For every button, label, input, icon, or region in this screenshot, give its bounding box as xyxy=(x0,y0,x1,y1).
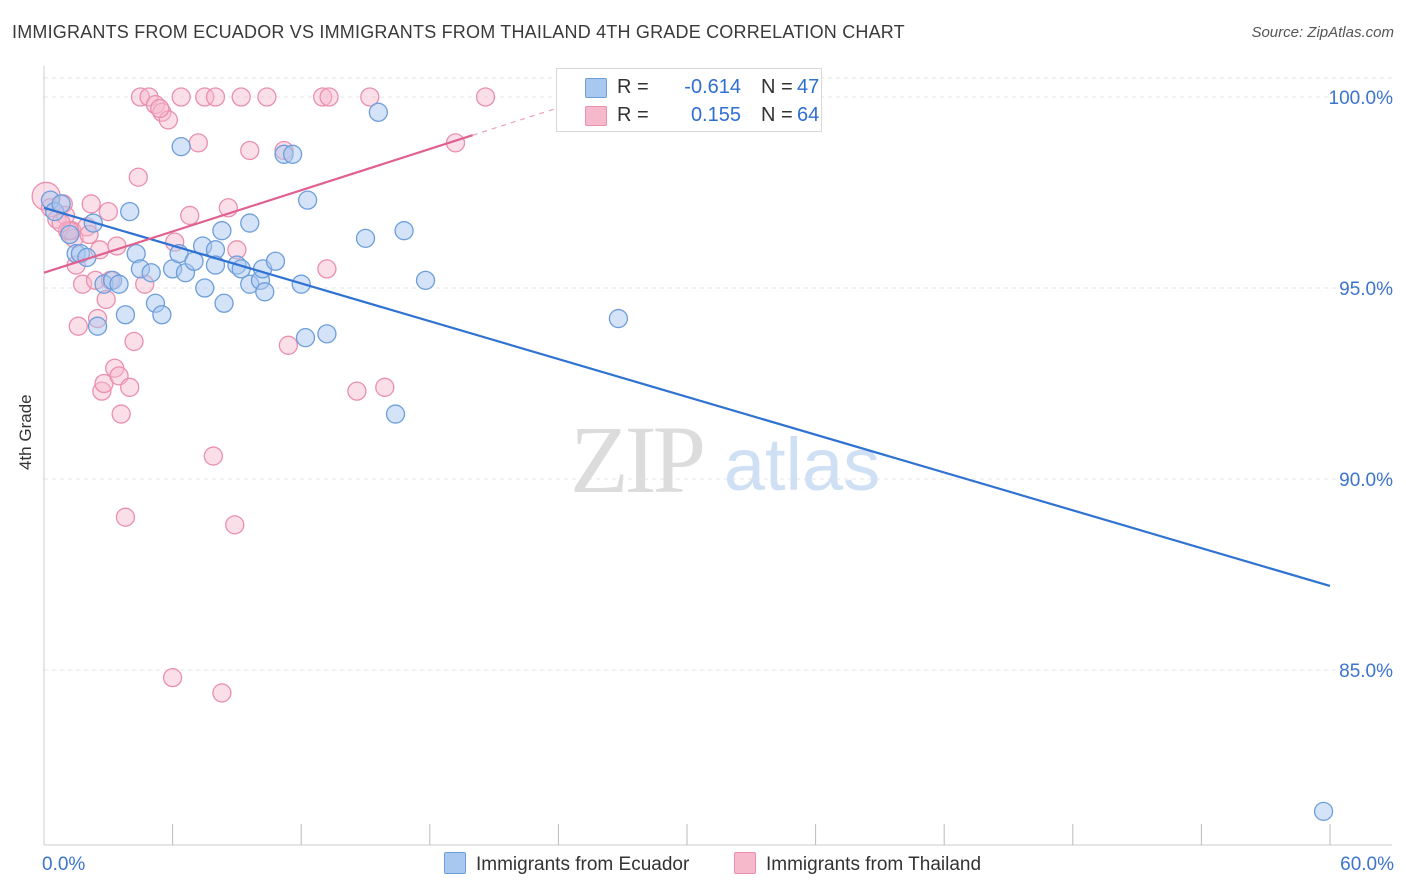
ecuador-r-value: -0.614 xyxy=(684,76,741,98)
ecuador-point xyxy=(87,316,108,336)
thailand-n-value: 64 xyxy=(797,104,820,126)
x-tick-label: 0.0% xyxy=(42,854,85,875)
ecuador-point xyxy=(255,282,275,302)
thailand-point xyxy=(225,515,245,535)
axes xyxy=(43,66,1392,846)
stats-legend: R = -0.614 N = 47 R = 0.155 N = 64 xyxy=(556,68,822,132)
ecuador-point xyxy=(385,404,406,424)
ecuador-point xyxy=(120,201,140,222)
thailand-point xyxy=(124,331,144,352)
thailand-point xyxy=(68,316,88,336)
thailand-point xyxy=(475,87,496,107)
ecuador-swatch xyxy=(585,78,607,98)
ecuador-point xyxy=(214,293,234,313)
ecuador-point xyxy=(394,221,414,241)
thailand-point xyxy=(360,87,380,107)
ecuador-point xyxy=(415,270,436,291)
thailand-point xyxy=(81,194,101,214)
y-tick-label: 100.0% xyxy=(1329,88,1394,109)
bottom-legend-thailand: Immigrants from Thailand xyxy=(734,852,981,876)
thailand-n-label: N = xyxy=(761,104,793,126)
thailand-point xyxy=(257,87,277,107)
thailand-r-label: R = xyxy=(617,104,649,126)
thailand-point xyxy=(171,87,191,107)
thailand-point xyxy=(98,201,118,222)
ecuador-point xyxy=(109,274,129,294)
source-label: Source: ZipAtlas.com xyxy=(1251,24,1394,41)
ecuador-point xyxy=(152,305,172,325)
ecuador-point xyxy=(297,190,318,210)
ecuador-n-value: 47 xyxy=(797,76,820,98)
ecuador-point xyxy=(608,308,629,329)
thailand-point xyxy=(375,377,395,397)
y-tick-labels: 100.0% 95.0% 90.0% 85.0% xyxy=(1329,88,1394,682)
ecuador-point xyxy=(77,247,97,268)
thailand-trendline xyxy=(43,134,474,274)
gridlines xyxy=(44,77,1392,671)
thailand-point xyxy=(128,167,148,187)
ecuador-point xyxy=(141,263,161,283)
thailand-point xyxy=(240,140,260,161)
ecuador-point xyxy=(317,324,337,344)
watermark: ZIP atlas xyxy=(570,406,880,513)
bottom-legend-ecuador: Immigrants from Ecuador xyxy=(444,852,689,876)
y-tick-label: 90.0% xyxy=(1339,470,1393,491)
ecuador-legend-swatch xyxy=(444,852,466,874)
y-tick-label: 95.0% xyxy=(1339,279,1393,300)
thailand-point xyxy=(278,335,298,355)
thailand-point xyxy=(188,133,208,153)
ecuador-legend-label: Immigrants from Ecuador xyxy=(476,854,690,875)
y-tick-label: 85.0% xyxy=(1339,661,1393,682)
ecuador-point xyxy=(368,102,389,122)
ecuador-point xyxy=(1313,801,1334,821)
thailand-points xyxy=(31,87,496,703)
ecuador-r-label: R = xyxy=(617,76,649,98)
thailand-swatch xyxy=(585,106,607,126)
ecuador-point xyxy=(355,228,376,248)
thailand-point xyxy=(115,507,136,527)
thailand-r-value: 0.155 xyxy=(690,104,741,126)
ecuador-point xyxy=(212,221,232,241)
thailand-legend-label: Immigrants from Thailand xyxy=(766,854,982,875)
watermark-atlas: atlas xyxy=(724,423,880,506)
ecuador-point xyxy=(115,305,136,325)
thailand-point xyxy=(347,381,367,401)
thailand-point xyxy=(162,667,183,688)
watermark-zip: ZIP xyxy=(570,406,703,513)
thailand-point xyxy=(231,87,251,107)
ecuador-point xyxy=(295,328,316,348)
y-axis-label: 4th Grade xyxy=(16,394,35,470)
thailand-point xyxy=(195,87,215,107)
thailand-point xyxy=(317,259,337,279)
thailand-legend-swatch xyxy=(734,852,756,874)
ecuador-point xyxy=(240,213,260,233)
thailand-point xyxy=(205,87,226,107)
thailand-point xyxy=(212,683,232,703)
thailand-point xyxy=(180,205,200,226)
thailand-point xyxy=(150,98,170,119)
thailand-point xyxy=(120,377,140,397)
x-tick-labels: 0.0% 60.0% xyxy=(42,854,1394,875)
thailand-point xyxy=(319,87,339,107)
ecuador-n-label: N = xyxy=(761,76,793,98)
ecuador-point xyxy=(171,137,191,157)
x-tick-label: 60.0% xyxy=(1340,854,1394,875)
ecuador-point xyxy=(60,224,80,245)
ecuador-point xyxy=(195,278,215,298)
thailand-point xyxy=(203,446,223,466)
thailand-point xyxy=(312,87,333,107)
thailand-point xyxy=(92,381,112,401)
thailand-point xyxy=(111,404,131,424)
thailand-point xyxy=(94,373,114,394)
ecuador-point xyxy=(282,144,303,164)
chart-title: IMMIGRANTS FROM ECUADOR VS IMMIGRANTS FR… xyxy=(12,22,905,42)
ecuador-point xyxy=(265,251,286,271)
ecuador-trendline xyxy=(43,206,1331,588)
